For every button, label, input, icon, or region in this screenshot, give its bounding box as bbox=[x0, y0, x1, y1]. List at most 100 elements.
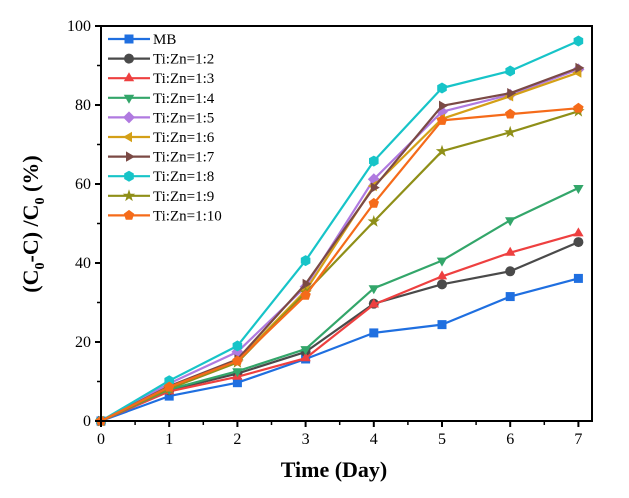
legend-marker bbox=[123, 72, 135, 82]
y-label-part: (%) bbox=[18, 155, 43, 197]
data-point bbox=[232, 378, 242, 388]
y-tick-label: 60 bbox=[75, 176, 91, 193]
data-point bbox=[505, 246, 516, 256]
data-point bbox=[436, 257, 448, 267]
series-mb bbox=[96, 273, 583, 426]
legend-item: Ti:Zn=1:8 bbox=[108, 169, 214, 185]
data-point bbox=[300, 352, 311, 362]
y-tick-label: 80 bbox=[75, 97, 91, 114]
legend-label: Ti:Zn=1:7 bbox=[153, 150, 215, 166]
y-axis-label: (C0-C) /C0 (%) bbox=[18, 155, 48, 292]
data-point bbox=[369, 155, 379, 167]
data-point bbox=[575, 62, 585, 74]
data-point bbox=[300, 255, 311, 267]
x-tick-label: 1 bbox=[165, 431, 173, 448]
y-label-sub: 0 bbox=[33, 197, 48, 204]
data-point bbox=[164, 381, 175, 392]
legend-item: Ti:Zn=1:4 bbox=[108, 91, 215, 107]
legend-item: Ti:Zn=1:10 bbox=[108, 208, 222, 224]
x-tick-label: 6 bbox=[506, 431, 514, 448]
data-point bbox=[369, 328, 379, 338]
x-tick-label: 3 bbox=[302, 431, 310, 448]
y-label-part: -C) /C bbox=[18, 204, 43, 262]
legend-marker bbox=[124, 170, 134, 182]
data-point bbox=[437, 320, 447, 330]
data-point bbox=[368, 298, 379, 308]
legend-item: Ti:Zn=1:3 bbox=[108, 71, 214, 87]
data-point bbox=[573, 35, 584, 47]
svg-text:(C0-C) /C0 (%): (C0-C) /C0 (%) bbox=[18, 155, 48, 292]
legend-label: Ti:Zn=1:4 bbox=[153, 91, 215, 107]
series-line bbox=[100, 39, 579, 422]
y-axis: 0 20 40 60 80 100 bbox=[67, 18, 101, 430]
data-point bbox=[232, 340, 243, 352]
x-axis-label: Time (Day) bbox=[281, 457, 388, 482]
legend-label: Ti:Zn=1:2 bbox=[153, 52, 214, 68]
series-line bbox=[100, 277, 579, 423]
series-line bbox=[100, 110, 579, 422]
data-point bbox=[505, 266, 516, 277]
data-point bbox=[368, 197, 379, 208]
data-point bbox=[300, 289, 311, 300]
data-point bbox=[573, 237, 584, 248]
legend-item: Ti:Zn=1:5 bbox=[108, 110, 214, 126]
data-point bbox=[573, 185, 584, 194]
y-tick-label: 100 bbox=[67, 18, 91, 35]
legend-marker bbox=[123, 209, 135, 220]
legend-marker bbox=[123, 94, 135, 104]
legend-marker bbox=[124, 34, 134, 44]
x-tick-label: 0 bbox=[97, 431, 105, 448]
data-point bbox=[164, 391, 174, 401]
legend-item: MB bbox=[108, 32, 176, 48]
legend-marker bbox=[124, 53, 134, 64]
series-line bbox=[100, 107, 579, 422]
data-point bbox=[505, 292, 515, 302]
data-point bbox=[302, 278, 312, 290]
data-point bbox=[437, 82, 447, 94]
legend-label: Ti:Zn=1:6 bbox=[153, 130, 215, 146]
series-line bbox=[100, 187, 579, 422]
y-label-sub: 0 bbox=[33, 262, 48, 269]
data-point bbox=[437, 279, 447, 290]
legend-marker bbox=[123, 111, 135, 124]
data-point bbox=[505, 108, 516, 119]
x-axis: 0 1 2 3 4 5 6 7 bbox=[97, 421, 582, 448]
legend-item: Ti:Zn=1:9 bbox=[108, 189, 214, 205]
x-tick-label: 7 bbox=[574, 431, 582, 448]
series-line bbox=[100, 68, 579, 422]
data-point bbox=[300, 346, 311, 356]
y-tick-label: 20 bbox=[75, 334, 91, 351]
data-point bbox=[573, 102, 584, 113]
legend-marker bbox=[126, 151, 135, 162]
plot-lines bbox=[94, 35, 585, 427]
data-point bbox=[507, 88, 517, 99]
data-point bbox=[232, 368, 243, 378]
legend-label: Ti:Zn=1:8 bbox=[153, 169, 214, 185]
data-point bbox=[232, 355, 243, 366]
legend-label: Ti:Zn=1:5 bbox=[153, 110, 214, 126]
data-point bbox=[505, 65, 515, 77]
legend-label: Ti:Zn=1:9 bbox=[153, 189, 214, 205]
data-point bbox=[573, 273, 583, 283]
series-line bbox=[100, 232, 579, 423]
data-point bbox=[367, 215, 380, 227]
data-point bbox=[368, 285, 379, 295]
legend-label: Ti:Zn=1:3 bbox=[153, 71, 214, 87]
legend: MB Ti:Zn=1:2 Ti:Zn=1:3 Ti:Zn=1:4 Ti:Zn=1:5 Ti… bbox=[108, 32, 222, 224]
legend-marker bbox=[123, 131, 132, 143]
x-tick-label: 5 bbox=[438, 431, 446, 448]
legend-item: Ti:Zn=1:7 bbox=[108, 150, 215, 166]
legend-label: MB bbox=[153, 32, 176, 48]
data-point bbox=[436, 270, 448, 280]
y-label-part: (C bbox=[18, 269, 43, 292]
data-point bbox=[435, 144, 449, 157]
data-point bbox=[436, 114, 448, 125]
x-tick-label: 2 bbox=[233, 431, 241, 448]
legend-label: Ti:Zn=1:10 bbox=[153, 208, 222, 224]
data-point bbox=[573, 227, 584, 237]
data-point bbox=[504, 125, 517, 138]
data-point bbox=[505, 217, 516, 227]
data-point bbox=[439, 100, 448, 111]
legend-item: Ti:Zn=1:6 bbox=[108, 130, 215, 146]
